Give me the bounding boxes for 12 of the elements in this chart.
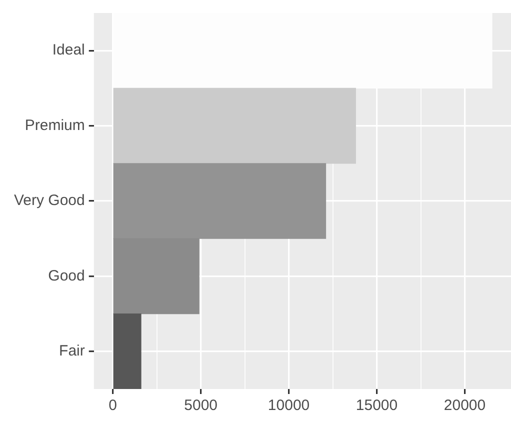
y-tick-label: Fair — [59, 342, 85, 360]
x-tick-label: 0 — [108, 397, 118, 414]
y-tick-label: Ideal — [52, 42, 85, 59]
y-tick-label: Premium — [24, 116, 85, 134]
y-tick-label: Very Good — [14, 192, 85, 210]
x-tick-label: 5000 — [184, 397, 218, 414]
bar — [113, 313, 142, 389]
x-tick-label: 15000 — [356, 397, 398, 414]
x-tick-label: 20000 — [444, 397, 486, 414]
y-tick-label: Good — [48, 267, 85, 284]
bar — [113, 88, 356, 164]
x-tick-label: 10000 — [268, 397, 310, 414]
